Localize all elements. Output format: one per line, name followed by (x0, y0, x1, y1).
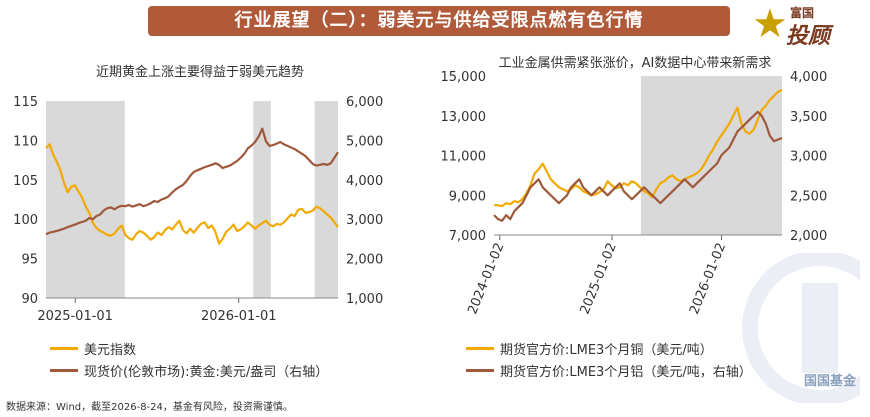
y-left-tick-label: 7,000 (449, 229, 486, 244)
y-right-tick-label: 3,500 (790, 110, 827, 125)
x-tick-label: 2024-01-02 (465, 241, 507, 317)
y-right-tick-label: 4,000 (790, 70, 827, 85)
x-tick-label: 2025-01-01 (37, 309, 113, 324)
legend-label: 期货官方价:LME3个月铝（美元/吨，右轴） (500, 364, 752, 380)
chart2-title: 工业金属供需紧张涨价，AI数据中心带来新需求 (499, 55, 772, 71)
shaded-region (46, 101, 125, 298)
footer-source-note: 数据来源：Wind，截至2026-8-24，基金有风险，投资需谨慎。 (6, 402, 293, 413)
brand-logo: ★ 富国 投顾 (752, 1, 862, 49)
series-line-0 (45, 143, 339, 245)
page-banner-title: 行业展望（二）：弱美元与供给受限点燃有色行情 (148, 6, 730, 36)
series-line-0 (494, 88, 783, 208)
y-right-tick-label: 3,000 (790, 150, 827, 165)
shaded-region (253, 101, 271, 298)
y-left-tick-label: 115 (13, 95, 38, 110)
y-right-tick-label: 5,000 (346, 134, 383, 149)
legend-swatch-aluminum (466, 368, 494, 372)
watermark-coin-icon (742, 253, 860, 403)
y-left-tick-label: 100 (13, 213, 38, 228)
star-logo-icon: ★ (752, 1, 788, 47)
series-line-1 (493, 110, 783, 222)
shaded-region (640, 76, 782, 235)
watermark-text: 国国基金 (803, 374, 856, 389)
x-tick-label: 2026-01-02 (687, 241, 729, 317)
y-left-tick-label: 95 (21, 253, 38, 268)
chart2-legend: 期货官方价:LME3个月铜（美元/吨） 期货官方价:LME3个月铝（美元/吨，右… (466, 337, 752, 381)
y-right-tick-label: 2,500 (790, 189, 827, 204)
y-right-tick-label: 4,000 (346, 174, 383, 189)
y-left-tick-label: 9,000 (449, 189, 486, 204)
legend-label: 现货价(伦敦市场):黄金:美元/盎司（右轴） (84, 364, 329, 380)
y-right-tick-label: 1,000 (346, 292, 383, 307)
series-line-1 (45, 127, 339, 236)
gold-vs-dollar-chart: 近期黄金上涨主要得益于弱美元趋势 115 110 105 100 95 90 6,000 5,… (13, 64, 383, 324)
y-left-tick-label: 11,000 (441, 150, 487, 165)
y-left-tick-label: 110 (13, 134, 38, 149)
legend-label: 期货官方价:LME3个月铜（美元/吨） (500, 342, 713, 358)
x-tick-label: 2025-01-02 (578, 241, 620, 317)
logo-line1: 富国 (790, 6, 815, 20)
shaded-region (314, 101, 338, 298)
legend-swatch-dollar (50, 346, 78, 350)
legend-label: 美元指数 (84, 342, 137, 358)
y-left-tick-label: 15,000 (441, 70, 487, 85)
y-right-tick-label: 6,000 (346, 95, 383, 110)
legend-swatch-copper (466, 346, 494, 350)
y-right-tick-label: 3,000 (346, 213, 383, 228)
legend-swatch-gold (50, 368, 78, 372)
legend-item-copper: 期货官方价:LME3个月铜（美元/吨） (466, 337, 752, 359)
y-right-tick-label: 2,000 (346, 253, 383, 268)
legend-item-aluminum: 期货官方价:LME3个月铝（美元/吨，右轴） (466, 359, 752, 381)
chart1-title: 近期黄金上涨主要得益于弱美元趋势 (96, 64, 304, 80)
y-left-tick-label: 13,000 (441, 110, 487, 125)
y-left-tick-label: 105 (13, 174, 38, 189)
logo-line2: 投顾 (786, 24, 831, 49)
y-right-tick-label: 2,000 (790, 229, 827, 244)
chart1-legend: 美元指数 现货价(伦敦市场):黄金:美元/盎司（右轴） (50, 337, 328, 381)
legend-item-gold-price: 现货价(伦敦市场):黄金:美元/盎司（右轴） (50, 359, 328, 381)
legend-item-dollar-index: 美元指数 (50, 337, 328, 359)
y-left-tick-label: 90 (21, 292, 38, 307)
x-tick-label: 2026-01-01 (201, 309, 277, 324)
industrial-metals-chart: 工业金属供需紧张涨价，AI数据中心带来新需求 15,000 13,000 11,00… (441, 55, 828, 317)
